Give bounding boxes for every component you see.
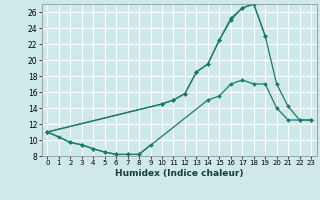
X-axis label: Humidex (Indice chaleur): Humidex (Indice chaleur): [115, 169, 244, 178]
